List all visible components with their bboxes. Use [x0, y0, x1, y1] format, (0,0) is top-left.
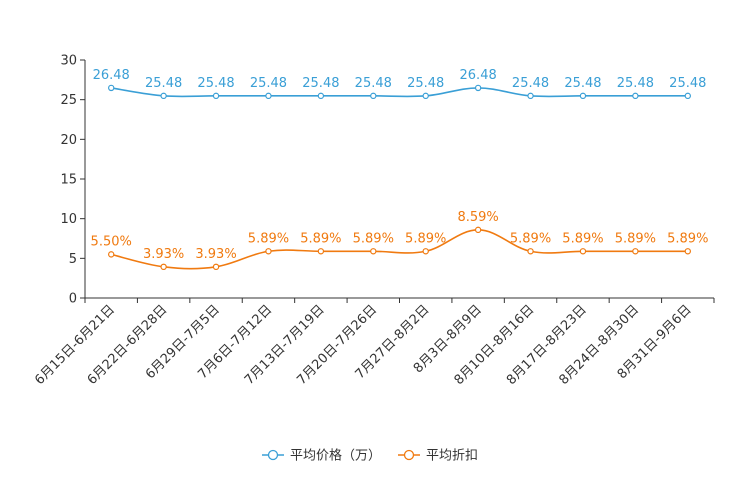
data-label: 25.48 [617, 76, 654, 91]
data-point[interactable] [160, 263, 167, 271]
legend-label: 平均价格（万） [290, 448, 381, 464]
data-label: 25.48 [669, 76, 706, 91]
y-tick-label: 30 [60, 54, 77, 69]
legend-item-1[interactable]: 平均价格（万） [262, 448, 381, 464]
data-label: 25.48 [250, 76, 287, 91]
y-axis-layer: 0510152025306月15日-6月21日6月22日-6月28日6月29日-… [32, 54, 715, 388]
data-point[interactable] [632, 248, 639, 255]
data-point[interactable] [370, 248, 377, 255]
data-point[interactable] [212, 92, 220, 100]
y-tick-label: 5 [69, 252, 77, 267]
series-line-1 [111, 87, 688, 98]
data-label: 26.48 [93, 68, 130, 83]
y-tick-label: 0 [69, 292, 77, 307]
data-point[interactable] [527, 248, 534, 255]
data-label: 25.48 [564, 76, 601, 91]
data-point[interactable] [684, 248, 691, 255]
data-label: 3.93% [143, 247, 184, 262]
data-label: 3.93% [195, 247, 236, 262]
data-label: 25.48 [302, 76, 339, 91]
data-point[interactable] [579, 248, 587, 255]
data-point[interactable] [212, 263, 220, 271]
series-line-2 [111, 229, 688, 270]
data-point[interactable] [108, 84, 115, 92]
data-point[interactable] [370, 92, 377, 100]
data-point[interactable] [160, 92, 167, 100]
legend-marker-icon [403, 449, 415, 461]
data-label: 25.48 [512, 76, 549, 91]
data-label: 25.48 [407, 76, 444, 91]
legend: 平均价格（万） 平均折扣 [262, 448, 478, 464]
data-point[interactable] [527, 92, 534, 100]
data-label: 5.89% [615, 231, 656, 246]
legend-marker-icon [267, 449, 279, 461]
y-tick-label: 20 [60, 133, 77, 148]
data-label: 5.89% [667, 231, 708, 246]
data-point[interactable] [474, 226, 482, 234]
data-point[interactable] [474, 84, 482, 92]
data-label: 25.48 [355, 76, 392, 91]
data-label: 26.48 [460, 68, 497, 83]
data-point[interactable] [108, 251, 115, 258]
data-point[interactable] [265, 92, 272, 100]
data-point[interactable] [422, 92, 429, 100]
data-label: 25.48 [145, 76, 182, 91]
data-point[interactable] [579, 92, 587, 100]
series-layer [108, 84, 691, 271]
data-label: 8.59% [457, 210, 498, 225]
data-label-layer: 26.48 25.48 25.48 25.48 25.48 25.48 25.48 26.48… [91, 68, 709, 262]
data-label: 5.89% [300, 231, 341, 246]
data-label: 5.89% [405, 231, 446, 246]
data-point[interactable] [317, 92, 325, 100]
data-point[interactable] [265, 248, 272, 255]
y-tick-label: 10 [60, 212, 77, 227]
data-label: 5.50% [91, 234, 132, 249]
legend-label: 平均折扣 [426, 449, 478, 464]
data-point[interactable] [632, 92, 639, 100]
data-label: 25.48 [197, 76, 234, 91]
data-label: 5.89% [248, 231, 289, 246]
data-point[interactable] [422, 248, 429, 255]
data-label: 5.89% [353, 231, 394, 246]
data-point[interactable] [317, 248, 325, 255]
y-tick-label: 15 [60, 173, 77, 188]
data-label: 5.89% [510, 231, 551, 246]
data-point[interactable] [684, 92, 691, 100]
data-label: 5.89% [562, 231, 603, 246]
y-tick-label: 25 [60, 93, 77, 108]
legend-item-2[interactable]: 平均折扣 [398, 449, 478, 464]
